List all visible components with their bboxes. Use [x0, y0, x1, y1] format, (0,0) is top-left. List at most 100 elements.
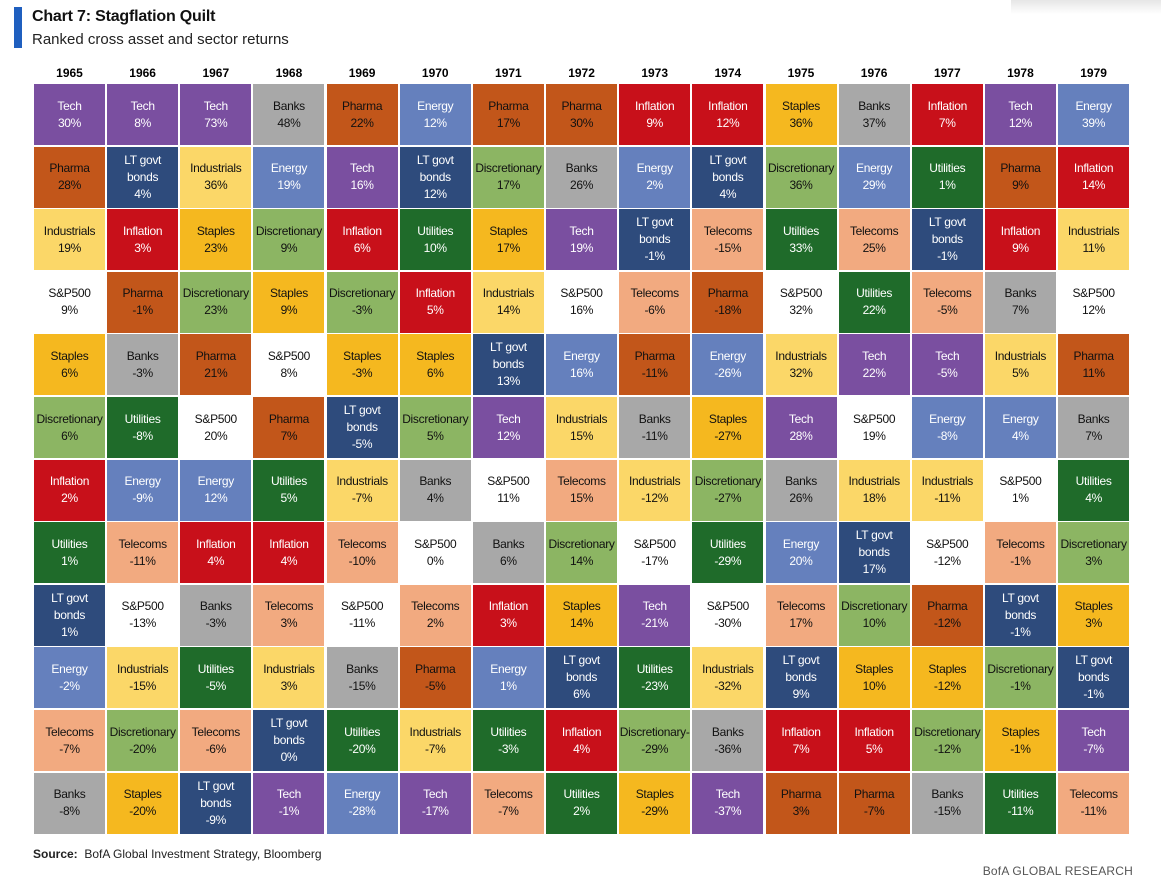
- cell-text: Staples -3%: [343, 348, 382, 380]
- quilt-cell-1967-sp500: S&P500 20%: [180, 397, 252, 458]
- cell-text: Utilities 1%: [929, 161, 966, 193]
- cell-text: Inflation 14%: [1073, 161, 1114, 193]
- cell-text: Industrials 3%: [263, 661, 315, 693]
- cell-text: Tech 16%: [350, 161, 375, 193]
- quilt-cell-1975-industrials: Industrials 32%: [765, 334, 837, 396]
- quilt-cell-1968-energy: Energy 19%: [253, 146, 325, 208]
- quilt-cell-1973-telecoms: Telecoms -6%: [619, 271, 691, 333]
- quilt-cell-1978-pharma: Pharma 9%: [984, 146, 1056, 208]
- cell-text: Tech -21%: [641, 599, 669, 631]
- cell-text: Banks -15%: [346, 661, 379, 693]
- cell-text: Discretionary -20%: [109, 724, 176, 756]
- cell-text: Industrials -15%: [116, 661, 169, 693]
- quilt-cell-1973-discretionary: Discretionary- -29%: [619, 710, 691, 771]
- quilt-cell-1973-lt-govt-bonds: LT govt bonds -1%: [619, 209, 691, 271]
- cell-text: Inflation 9%: [635, 98, 675, 130]
- quilt-cell-1969-pharma: Pharma 22%: [326, 84, 398, 145]
- cell-text: Pharma 28%: [49, 161, 90, 193]
- quilt-cell-1966-tech: Tech 8%: [107, 84, 179, 145]
- cell-text: Banks 26%: [785, 474, 817, 506]
- quilt-cell-1978-staples: Staples -1%: [984, 710, 1056, 771]
- cell-text: S&P500 12%: [1072, 286, 1115, 318]
- cell-text: Banks 6%: [492, 536, 525, 568]
- quilt-cell-1971-industrials: Industrials 14%: [472, 271, 544, 333]
- cell-text: Telecoms 3%: [264, 599, 314, 631]
- quilt-cell-1976-inflation: Inflation 5%: [838, 710, 910, 771]
- cell-text: LT govt bonds 4%: [124, 152, 162, 201]
- cell-text: Energy 2%: [636, 161, 674, 193]
- year-header-1968: 1968: [275, 66, 303, 80]
- quilt-cell-1978-sp500: S&P500 1%: [984, 459, 1056, 521]
- quilt-cell-1970-inflation: Inflation 5%: [399, 271, 471, 333]
- quilt-cell-1972-banks: Banks 26%: [546, 146, 618, 208]
- cell-text: S&P500 19%: [853, 411, 896, 443]
- cell-text: Industrials 15%: [555, 411, 608, 443]
- quilt-cell-1967-utilities: Utilities -5%: [180, 647, 252, 709]
- quilt-cell-1965-pharma: Pharma 28%: [34, 146, 105, 208]
- cell-text: Discretionary -27%: [694, 474, 761, 506]
- cell-text: Industrials -7%: [409, 724, 462, 756]
- quilt-cell-1975-utilities: Utilities 33%: [765, 209, 837, 271]
- quilt-cell-1967-lt-govt-bonds: LT govt bonds -9%: [180, 772, 252, 834]
- year-header-1979: 1979: [1080, 66, 1107, 80]
- quilt-cell-1976-industrials: Industrials 18%: [838, 459, 910, 521]
- cell-text: Industrials -12%: [628, 474, 681, 506]
- quilt-cell-1975-energy: Energy 20%: [765, 522, 837, 584]
- cell-text: Staples 10%: [855, 661, 894, 693]
- quilt-cell-1977-inflation: Inflation 7%: [911, 84, 983, 145]
- cell-text: Inflation 9%: [1000, 223, 1041, 255]
- quilt-cell-1966-inflation: Inflation 3%: [107, 209, 179, 271]
- quilt-cell-1978-tech: Tech 12%: [984, 84, 1056, 145]
- cell-text: Tech -37%: [714, 787, 742, 819]
- quilt-cell-1970-industrials: Industrials -7%: [399, 710, 471, 771]
- cell-text: Energy 16%: [563, 348, 600, 380]
- cell-text: Utilities -5%: [197, 661, 234, 693]
- cell-text: Utilities 5%: [270, 474, 307, 506]
- quilt-cell-1965-industrials: Industrials 19%: [34, 209, 105, 271]
- quilt-cell-1978-utilities: Utilities -11%: [984, 772, 1056, 834]
- quilt-cell-1974-staples: Staples -27%: [692, 397, 764, 458]
- quilt-cell-1974-discretionary: Discretionary -27%: [692, 459, 764, 521]
- cell-text: LT govt bonds 4%: [709, 152, 747, 201]
- quilt-cell-1973-industrials: Industrials -12%: [619, 459, 691, 521]
- quilt-cell-1966-staples: Staples -20%: [107, 772, 179, 834]
- cell-text: Banks -11%: [638, 411, 671, 443]
- cell-text: Inflation 7%: [927, 98, 968, 130]
- quilt-cell-1965-sp500: S&P500 9%: [34, 271, 105, 333]
- cell-text: Energy 12%: [197, 474, 235, 506]
- cell-text: Telecoms -10%: [337, 536, 387, 568]
- quilt-cell-1965-utilities: Utilities 1%: [34, 522, 105, 584]
- quilt-cell-1973-energy: Energy 2%: [619, 146, 691, 208]
- quilt-cell-1972-energy: Energy 16%: [546, 334, 618, 396]
- cell-text: Utilities 10%: [417, 223, 454, 255]
- quilt-cell-1972-staples: Staples 14%: [546, 584, 618, 646]
- cell-text: Discretionary 14%: [548, 536, 615, 568]
- cell-text: Banks 37%: [858, 98, 891, 130]
- quilt-cell-1978-discretionary: Discretionary -1%: [984, 647, 1056, 709]
- quilt-cell-1978-energy: Energy 4%: [984, 397, 1056, 458]
- quilt-cell-1977-tech: Tech -5%: [911, 334, 983, 396]
- source-label: Source:: [33, 847, 78, 861]
- quilt-cell-1972-sp500: S&P500 16%: [546, 271, 618, 333]
- quilt-cell-1975-staples: Staples 36%: [765, 84, 837, 145]
- quilt-cell-1974-inflation: Inflation 12%: [692, 84, 764, 145]
- cell-text: LT govt bonds -9%: [197, 778, 235, 827]
- cell-text: Staples -1%: [1001, 724, 1040, 756]
- quilt-cell-1971-inflation: Inflation 3%: [472, 584, 544, 646]
- cell-text: LT govt bonds 1%: [51, 590, 88, 639]
- cell-text: Energy 20%: [782, 536, 820, 568]
- cell-text: Telecoms -6%: [191, 724, 241, 756]
- cell-text: Staples 14%: [562, 599, 601, 631]
- cell-text: Inflation 4%: [269, 536, 309, 568]
- cell-text: Tech 8%: [130, 98, 155, 130]
- cell-text: LT govt bonds -1%: [1075, 653, 1112, 702]
- cell-text: Staples -29%: [635, 787, 674, 819]
- cell-text: S&P500 32%: [779, 286, 823, 318]
- cell-text: Banks 48%: [273, 98, 305, 130]
- quilt-cell-1967-telecoms: Telecoms -6%: [180, 710, 252, 771]
- quilt-cell-1969-industrials: Industrials -7%: [326, 459, 398, 521]
- cell-text: Discretionary 17%: [475, 161, 542, 193]
- cell-text: Inflation 2%: [49, 474, 90, 506]
- quilt-cell-1973-sp500: S&P500 -17%: [619, 522, 691, 584]
- quilt-cell-1979-banks: Banks 7%: [1058, 397, 1130, 458]
